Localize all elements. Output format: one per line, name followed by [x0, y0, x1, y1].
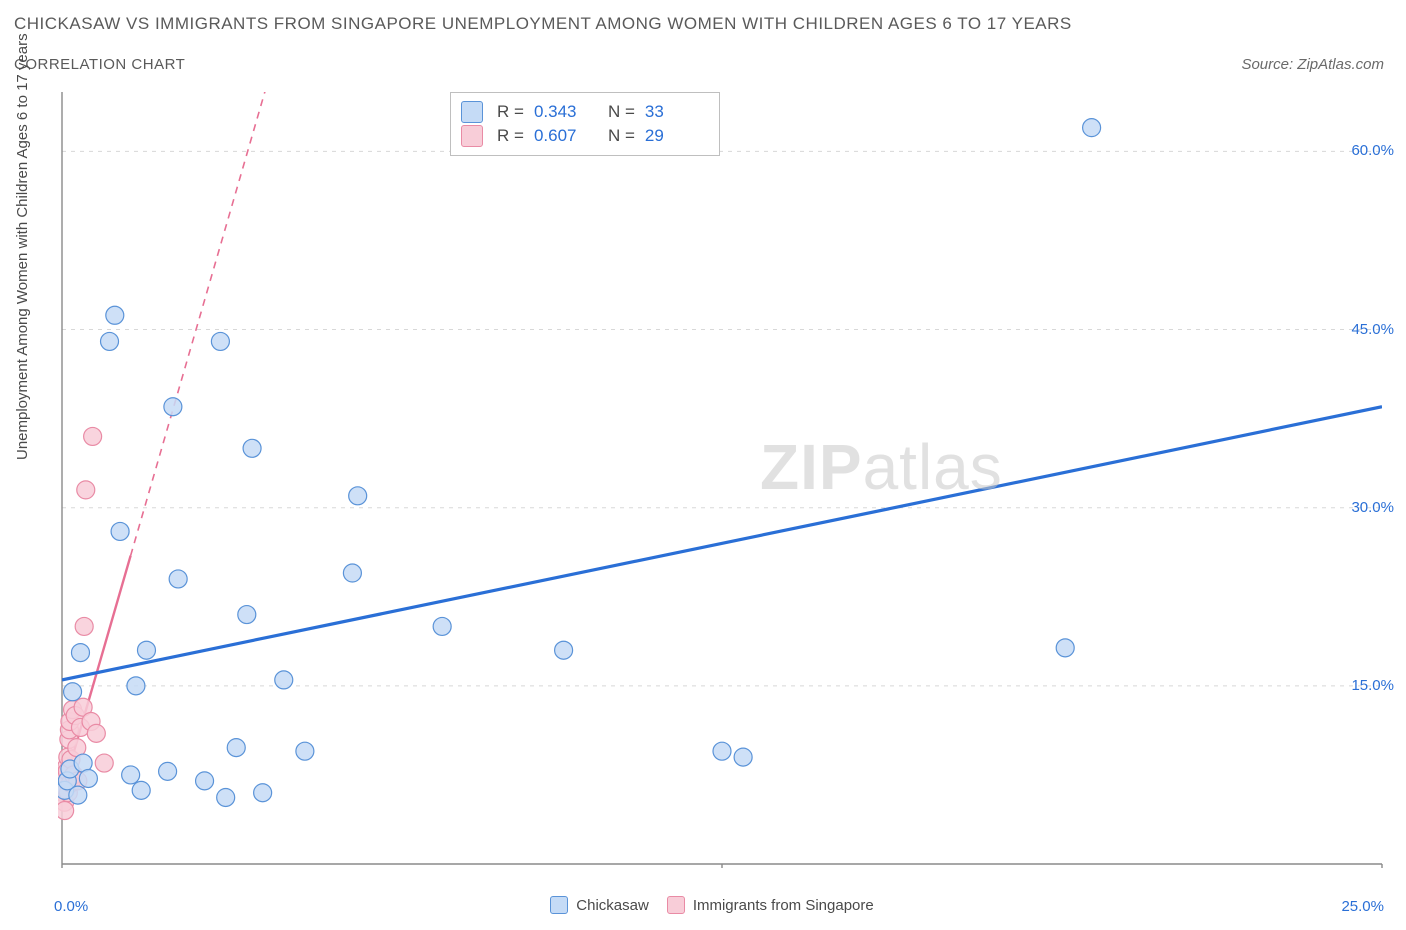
chart-subtitle: CORRELATION CHART [14, 56, 185, 73]
legend-row: R = 0.343 N = 33 [461, 101, 705, 123]
series-legend: Chickasaw Immigrants from Singapore [0, 896, 1406, 914]
legend-swatch [667, 896, 685, 914]
y-tick-label: 60.0% [1351, 142, 1394, 159]
correlation-legend: R = 0.343 N = 33 R = 0.607 N = 29 [450, 92, 720, 156]
legend-swatch [461, 101, 483, 123]
legend-n-value: 33 [645, 102, 705, 122]
legend-r-key: R = [497, 102, 524, 122]
page-title: CHICKASAW VS IMMIGRANTS FROM SINGAPORE U… [14, 14, 1072, 34]
y-axis-label: Unemployment Among Women with Children A… [14, 33, 31, 460]
legend-r-value: 0.607 [534, 126, 594, 146]
y-tick-label: 30.0% [1351, 499, 1394, 516]
source-attribution: Source: ZipAtlas.com [1241, 56, 1384, 73]
legend-swatch [461, 125, 483, 147]
legend-label: Chickasaw [576, 897, 649, 914]
y-tick-label: 15.0% [1351, 677, 1394, 694]
legend-label: Immigrants from Singapore [693, 897, 874, 914]
legend-row: R = 0.607 N = 29 [461, 125, 705, 147]
legend-n-key: N = [608, 102, 635, 122]
legend-n-value: 29 [645, 126, 705, 146]
legend-n-key: N = [608, 126, 635, 146]
scatter-plot [58, 88, 1386, 868]
legend-r-value: 0.343 [534, 102, 594, 122]
y-tick-label: 45.0% [1351, 321, 1394, 338]
legend-swatch [550, 896, 568, 914]
plot-svg [58, 88, 1386, 868]
legend-r-key: R = [497, 126, 524, 146]
